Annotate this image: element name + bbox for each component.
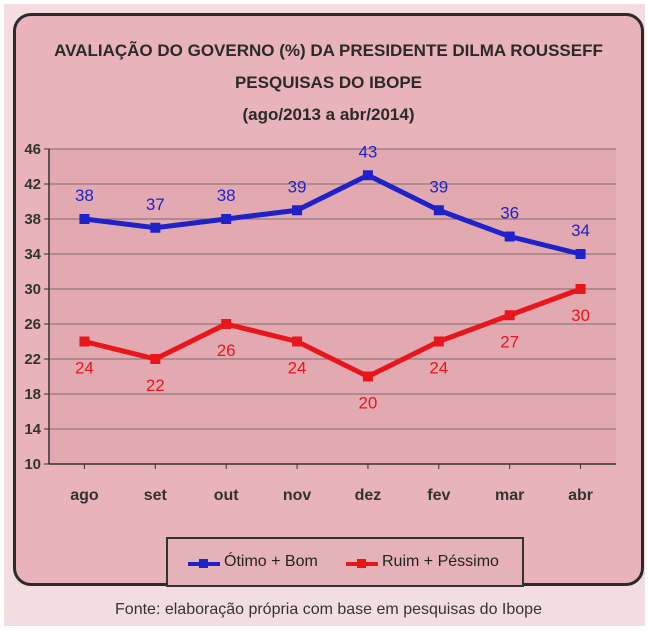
x-tick-label: ago (70, 487, 99, 504)
x-tick-label: set (144, 487, 168, 504)
data-point (504, 231, 515, 242)
y-tick-label: 18 (24, 386, 41, 403)
figure-frame: AVALIAÇÃO DO GOVERNO (%) DA PRESIDENTE D… (4, 4, 645, 626)
legend-swatch-marker (357, 559, 366, 568)
legend-label: Ótimo + Bom (224, 553, 318, 570)
data-label: 36 (500, 204, 519, 223)
data-label: 38 (75, 186, 94, 205)
y-tick-label: 14 (24, 421, 41, 438)
chart-subtitle-1: PESQUISAS DO IBOPE (234, 73, 423, 92)
data-label: 38 (217, 186, 236, 205)
y-tick-label: 26 (24, 316, 41, 333)
x-tick-label: out (214, 487, 240, 504)
data-point (221, 214, 232, 224)
y-tick-label: 10 (24, 456, 41, 473)
data-point (575, 284, 586, 294)
x-tick-label: nov (283, 487, 312, 504)
data-point (292, 205, 303, 216)
data-label: 24 (75, 359, 94, 378)
legend-swatch-marker (199, 559, 208, 568)
line-chart: 10 14 18 22 26 30 34 38 42 46 ago set out nov dez fev ma… (24, 141, 616, 504)
chart-subtitle-2: (ago/2013 a abr/2014) (242, 105, 415, 124)
data-point (221, 319, 232, 329)
data-label: 20 (358, 394, 377, 413)
y-tick-label: 30 (24, 281, 41, 298)
source-note: Fonte: elaboração própria com base em pe… (115, 601, 542, 618)
plot-area (49, 149, 616, 464)
series-line (81, 172, 584, 257)
data-point (575, 249, 586, 259)
data-point (362, 371, 373, 382)
data-point (433, 205, 444, 216)
chart-card: AVALIAÇÃO DO GOVERNO (%) DA PRESIDENTE D… (13, 13, 644, 587)
data-label: 27 (500, 332, 519, 351)
x-tick-label: dez (355, 487, 382, 504)
x-tick-label: fev (427, 487, 450, 504)
data-label: 39 (429, 177, 448, 196)
data-point (292, 336, 303, 347)
series-line (81, 286, 584, 379)
data-point (79, 336, 90, 347)
y-tick-label: 22 (24, 351, 41, 368)
data-label: 26 (217, 341, 236, 360)
x-tick-label: mar (495, 487, 524, 504)
data-point (150, 354, 161, 364)
data-point (79, 214, 90, 224)
data-label: 24 (429, 359, 448, 378)
legend-label: Ruim + Péssimo (382, 553, 499, 570)
data-label: 39 (288, 177, 307, 196)
data-label: 24 (288, 359, 307, 378)
y-tick-label: 38 (24, 211, 41, 228)
data-label: 37 (146, 195, 165, 214)
data-label: 34 (571, 221, 590, 240)
data-point (504, 310, 515, 321)
data-point (150, 222, 161, 233)
data-label: 43 (358, 142, 377, 161)
data-label: 22 (146, 376, 165, 395)
chart-title: AVALIAÇÃO DO GOVERNO (%) DA PRESIDENTE D… (54, 41, 603, 60)
data-label: 30 (571, 306, 590, 325)
y-tick-label: 46 (24, 141, 41, 158)
data-point (362, 170, 373, 181)
y-tick-label: 34 (24, 246, 41, 263)
data-point (433, 336, 444, 347)
legend: Ótimo + Bom Ruim + Péssimo (166, 537, 524, 587)
y-tick-label: 42 (24, 176, 41, 193)
x-tick-label: abr (568, 487, 593, 504)
